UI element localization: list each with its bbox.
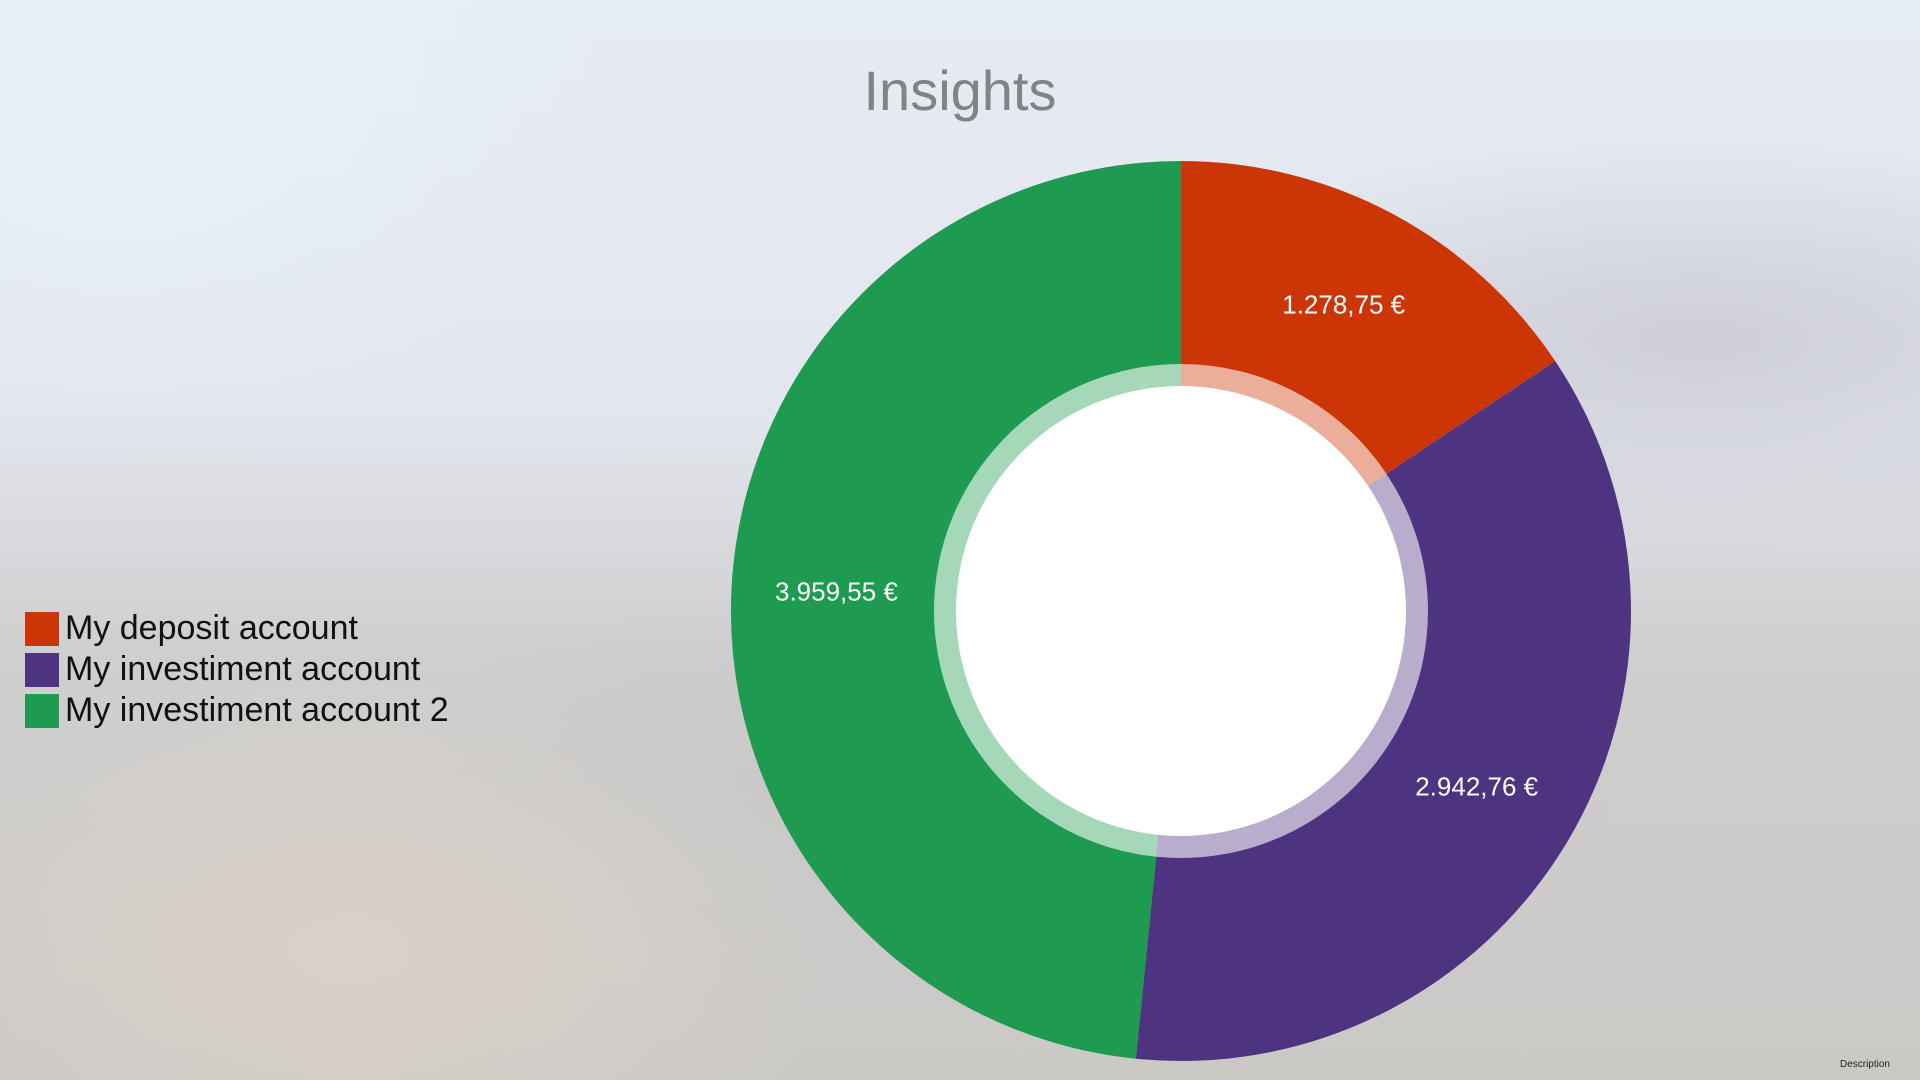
chart-legend: My deposit account My investiment accoun…	[25, 608, 449, 731]
legend-item-investiment-2: My investiment account 2	[25, 690, 449, 731]
legend-label-deposit: My deposit account	[65, 609, 358, 647]
description-label: Description	[1839, 1059, 1890, 1070]
legend-item-deposit: My deposit account	[25, 608, 449, 649]
legend-swatch-investiment	[25, 652, 59, 687]
slice-value-label: 2.942,76 €	[1415, 772, 1538, 802]
donut-hole	[956, 386, 1406, 836]
slice-value-label: 1.278,75 €	[1282, 290, 1405, 320]
slice-labels: 1.278,75 € 2.942,76 € 3.959,55 €	[775, 290, 1539, 802]
donut-slices	[730, 160, 1632, 1062]
legend-swatch-deposit	[25, 611, 59, 646]
legend-item-investiment: My investiment account	[25, 649, 449, 690]
legend-label-investiment-2: My investiment account 2	[65, 691, 449, 729]
legend-label-investiment: My investiment account	[65, 650, 421, 688]
legend-swatch-investiment-2	[25, 693, 59, 728]
chart-title: Insights	[863, 59, 1057, 122]
slice-value-label: 3.959,55 €	[775, 577, 898, 607]
